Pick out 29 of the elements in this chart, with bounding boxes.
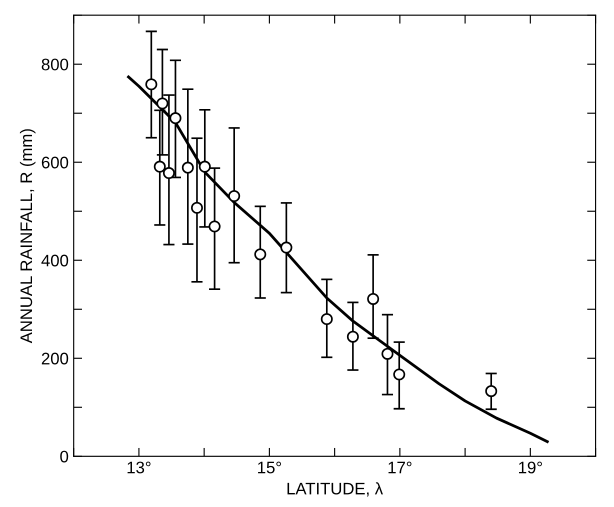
point (346, 330, 359, 343)
point (320, 313, 333, 326)
x-tick-label: 19° (519, 462, 542, 474)
y-axis-title: ANNUAL RAINFALL, R (mm) (20, 129, 36, 344)
point (190, 202, 203, 214)
point (381, 348, 394, 360)
x-tick-label: 13° (128, 462, 151, 474)
x-tick-label: 15° (258, 462, 281, 474)
point (228, 190, 240, 202)
point (208, 220, 221, 232)
point (280, 242, 292, 254)
x-tick-label: 17° (388, 462, 412, 474)
point (145, 78, 158, 90)
y-tick-label: 600 (42, 156, 68, 168)
point (393, 368, 406, 380)
y-tick-label: 0 (60, 450, 68, 463)
point (156, 97, 168, 110)
x-axis-title: LATITUDE, λ (288, 482, 383, 496)
point (485, 385, 498, 398)
point (367, 292, 380, 305)
point (169, 112, 182, 124)
point (198, 160, 211, 173)
point (254, 248, 266, 260)
point (182, 162, 194, 174)
point (154, 160, 166, 173)
y-tick-label: 800 (42, 58, 68, 70)
point (162, 167, 175, 180)
y-tick-label: 400 (41, 254, 68, 266)
y-tick-label: 200 (42, 352, 68, 364)
